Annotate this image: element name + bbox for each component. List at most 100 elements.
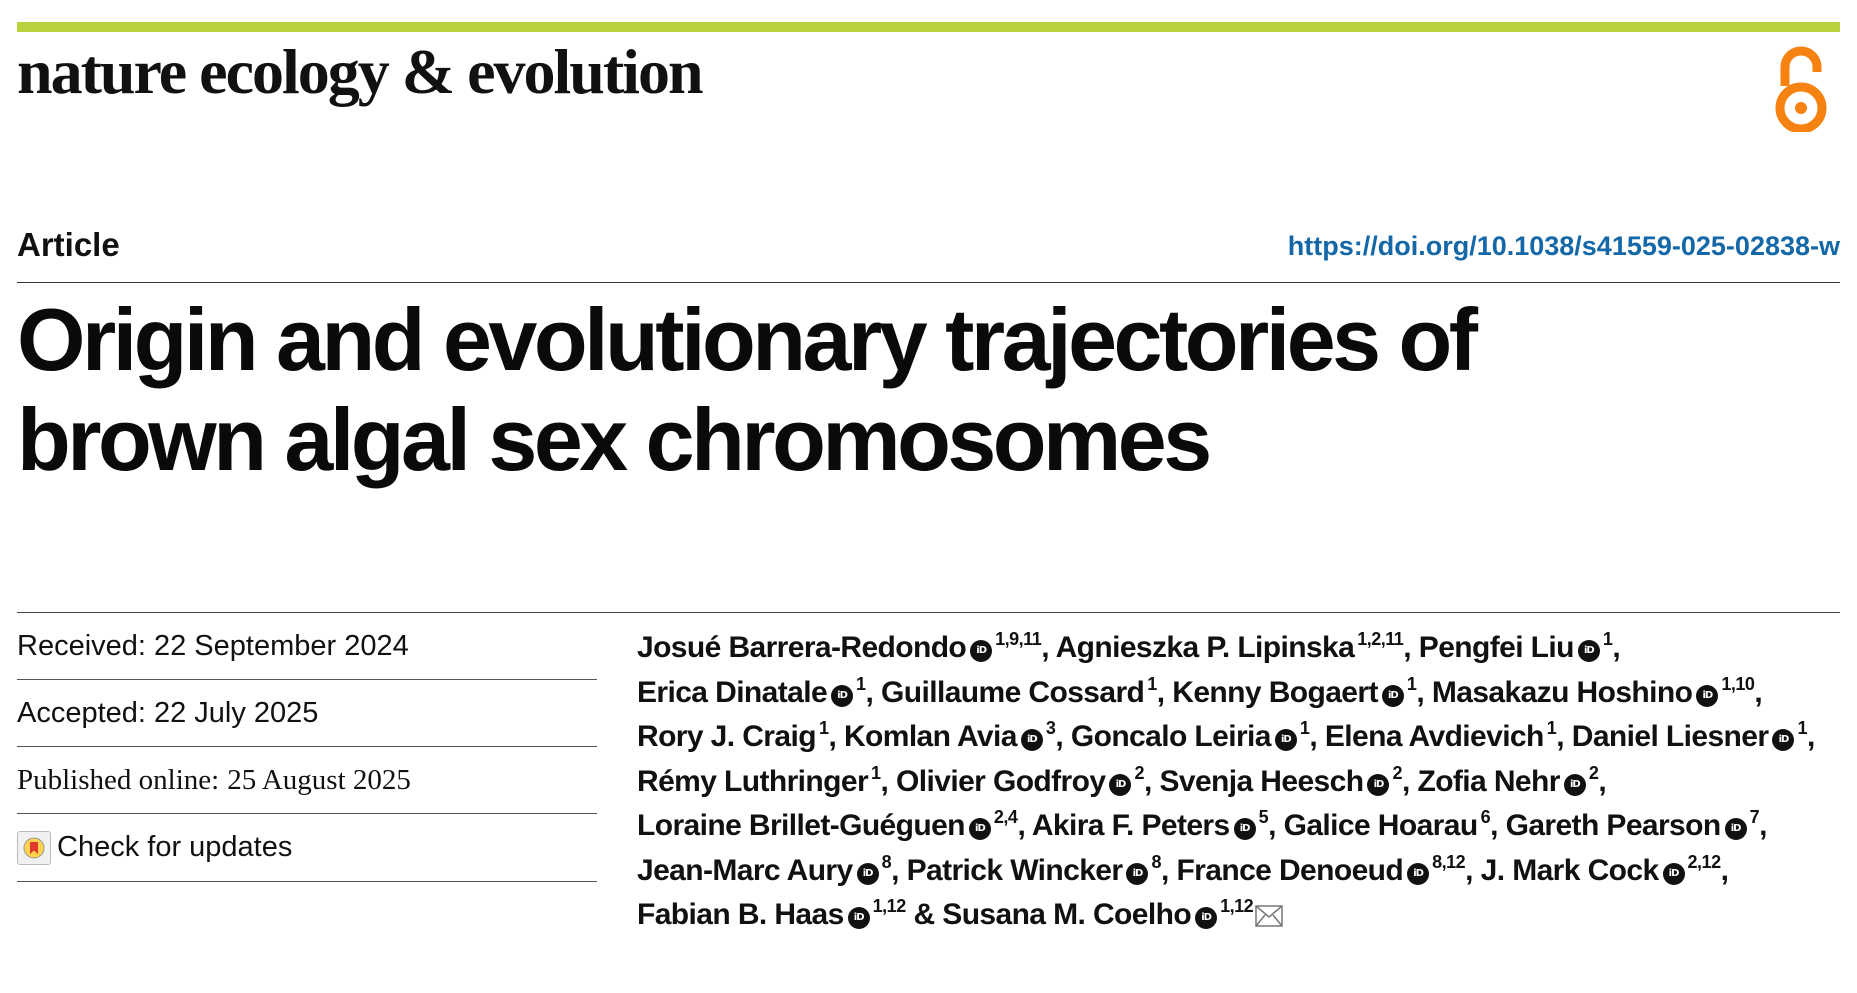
affiliation-superscript[interactable]: 1,12 [872,896,907,916]
author-name[interactable]: France Denoeud iD8,12, [1176,851,1473,887]
affiliation-superscript[interactable]: 8 [881,851,892,872]
orcid-icon[interactable]: iD [1109,773,1132,796]
orcid-icon[interactable]: iD [968,818,991,840]
article-title: Origin and evolutionary trajectories of … [17,290,1717,490]
author-name[interactable]: Guillaume Cossard 1, [881,673,1165,709]
author-name[interactable]: Erica Dinatale iD1, [637,673,874,709]
author-separator: , [1401,764,1410,798]
orcid-icon[interactable]: iD [1563,773,1586,796]
affiliation-superscript[interactable]: 1 [1797,718,1807,738]
affiliation-superscript[interactable]: 1,10 [1721,673,1755,694]
orcid-icon[interactable]: iD [1020,729,1043,751]
accepted-date: 22 July 2025 [153,696,319,729]
orcid-icon[interactable]: iD [1724,818,1747,840]
check-for-updates-icon [17,830,51,865]
affiliation-superscript[interactable]: 1 [1546,718,1557,738]
author-name[interactable]: Kenny Bogaert iD1, [1172,673,1425,709]
author-separator: , [891,853,899,887]
orcid-icon[interactable]: iD [1772,729,1795,751]
author-name-text: France Denoeud [1176,853,1404,887]
author-name[interactable]: Pengfei Liu iD1, [1419,629,1621,664]
check-for-updates-button[interactable]: Check for updates [17,814,597,882]
affiliation-superscript[interactable]: 2,4 [993,807,1018,827]
author-name[interactable]: Rory J. Craig 1, [637,718,837,753]
affiliation-superscript[interactable]: 2 [1392,762,1402,783]
author-name[interactable]: Jean-Marc Aury iD8, [637,851,899,887]
check-for-updates-label: Check for updates [57,831,293,863]
author-name[interactable]: Gareth Pearson iD7, [1506,807,1768,842]
orcid-icon[interactable]: iD [1407,862,1430,885]
affiliation-superscript[interactable]: 6 [1480,807,1491,827]
affiliation-superscript[interactable]: 1,2,11 [1357,629,1404,649]
author-name[interactable]: Masakazu Hoshino iD1,10, [1432,673,1763,709]
open-access-lock-icon [1775,46,1827,132]
orcid-icon[interactable]: iD [1662,862,1685,885]
affiliation-superscript[interactable]: 1 [818,718,829,738]
author-name[interactable]: J. Mark Cock iD2,12, [1480,851,1729,887]
author-name-text: Zofia Nehr [1417,764,1560,798]
orcid-icon[interactable]: iD [1233,818,1256,840]
author-name-text: Loraine Brillet-Guéguen [637,809,966,842]
affiliation-superscript[interactable]: 1,9,11 [995,629,1042,649]
author-name[interactable]: Rémy Luthringer 1, [637,762,889,798]
author-name-text: Jean-Marc Aury [637,853,853,887]
author-name-text: Kenny Bogaert [1172,675,1378,709]
author-name-text: Olivier Godfroy [896,764,1106,798]
author-name[interactable]: Goncalo Leiria iD1, [1071,718,1318,753]
affiliation-superscript[interactable]: 2 [1588,762,1599,783]
author-name[interactable]: Elena Avdievich 1, [1325,718,1565,753]
author-name-text: J. Mark Cock [1480,853,1659,887]
author-name[interactable]: Susana M. Coelho iD1,12 [942,896,1283,931]
orcid-icon[interactable]: iD [856,862,879,885]
affiliation-superscript[interactable]: 1 [1299,718,1310,738]
affiliation-superscript[interactable]: 2,12 [1687,851,1722,872]
affiliation-superscript[interactable]: 1 [871,762,881,783]
doi-link[interactable]: https://doi.org/10.1038/s41559-025-02838… [1287,231,1840,261]
author-name[interactable]: Akira F. Peters iD5, [1031,807,1277,842]
affiliation-superscript[interactable]: 1,12 [1220,896,1254,916]
published-label: Published online: [17,763,220,796]
author-name[interactable]: Galice Hoarau 6, [1284,807,1499,842]
affiliation-superscript[interactable]: 1 [1147,673,1157,694]
orcid-icon[interactable]: iD [831,684,854,707]
journal-name[interactable]: nature ecology & evolution [17,36,704,107]
orcid-icon[interactable]: iD [1274,729,1297,751]
author-name[interactable]: Svenja Heesch iD2, [1159,762,1410,798]
affiliation-superscript[interactable]: 1 [1602,629,1613,649]
author-separator: , [1403,631,1412,664]
author-name[interactable]: Josué Barrera-Redondo iD1,9,11, [637,629,1050,664]
author-name[interactable]: Olivier Godfroy iD2, [896,762,1152,798]
orcid-icon[interactable]: iD [1126,862,1149,885]
orcid-icon[interactable]: iD [1577,640,1600,662]
orcid-icon[interactable]: iD [1195,907,1218,929]
received-date: 22 September 2024 [153,629,409,662]
orcid-icon[interactable]: iD [1367,773,1390,796]
author-separator: , [1416,675,1425,709]
affiliation-superscript[interactable]: 1 [856,673,866,694]
article-title-line-1: Origin and evolutionary trajectories of [17,290,1478,389]
author-name[interactable]: Komlan Avia iD3, [844,718,1064,753]
orcid-icon[interactable]: iD [1381,684,1404,707]
affiliation-superscript[interactable]: 8,12 [1432,851,1466,872]
orcid-icon[interactable]: iD [1696,684,1719,707]
affiliation-superscript[interactable]: 3 [1045,718,1056,738]
orcid-icon[interactable]: iD [970,640,993,662]
author-name[interactable]: Zofia Nehr iD2, [1417,762,1606,798]
author-name[interactable]: Daniel Liesner iD1, [1572,718,1816,753]
author-name-text: Rémy Luthringer [637,764,869,798]
affiliation-superscript[interactable]: 7 [1749,807,1760,827]
affiliation-superscript[interactable]: 1 [1406,673,1417,694]
author-name[interactable]: Loraine Brillet-Guéguen iD2,4, [637,807,1026,842]
author-name-text: Akira F. Peters [1031,809,1230,842]
envelope-icon[interactable] [1255,905,1283,927]
author-separator: , [1143,764,1152,798]
author-name-text: Erica Dinatale [637,675,828,709]
author-name[interactable]: Agnieszka P. Lipinska 1,2,11, [1056,629,1412,664]
orcid-icon[interactable]: iD [847,907,870,929]
author-name[interactable]: Patrick Wincker iD8, [907,851,1170,887]
author-name[interactable]: Fabian B. Haas iD1,12 & [637,896,935,931]
affiliation-superscript[interactable]: 5 [1258,807,1269,827]
published-date: 25 August 2025 [227,763,411,796]
affiliation-superscript[interactable]: 8 [1151,851,1161,872]
affiliation-superscript[interactable]: 2 [1134,762,1144,783]
